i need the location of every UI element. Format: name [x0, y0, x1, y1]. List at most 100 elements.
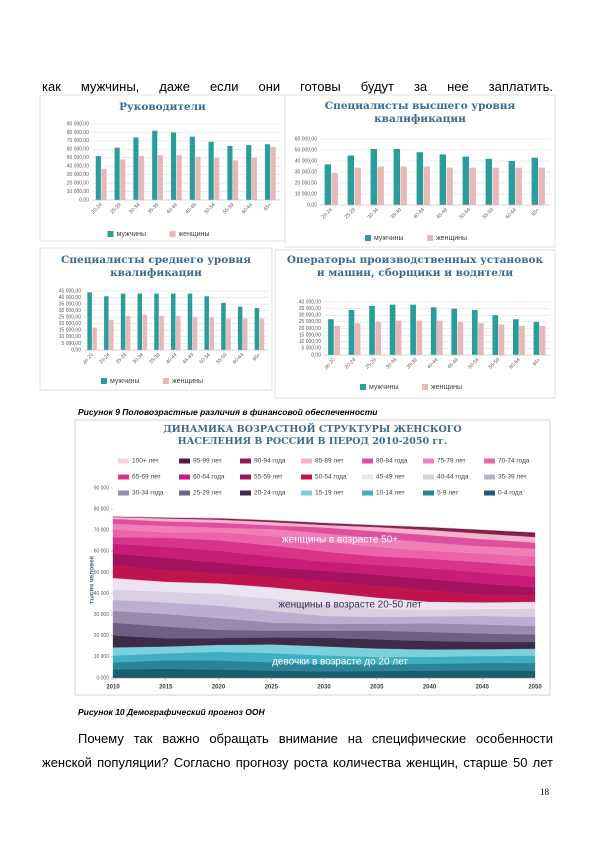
bar: [423, 166, 430, 205]
bar: [237, 306, 243, 350]
bar: [348, 309, 355, 355]
legend-label: мужчины: [117, 231, 147, 238]
bar: [513, 319, 519, 355]
legend-label: 35-39 лет: [498, 474, 527, 481]
bar: [221, 302, 226, 350]
legend-swatch: [362, 490, 373, 496]
bar: [226, 318, 231, 350]
x-tick-label: 65+: [252, 352, 262, 362]
annotation: женщины в возрасте 50+: [282, 535, 398, 546]
legend-label: 60-64 года: [193, 474, 225, 481]
legend-swatch: [240, 474, 251, 480]
y-tick-label: 40 000: [94, 591, 110, 597]
bar: [254, 308, 260, 350]
bar: [331, 173, 338, 205]
y-tick-label: 25 000,00: [59, 315, 81, 321]
page-number: 18: [540, 787, 549, 797]
y-tick-label: 0 000: [96, 675, 109, 681]
bar: [204, 296, 209, 350]
bar: [101, 168, 107, 200]
legend-swatch: [422, 384, 428, 390]
x-tick-label: 2050: [528, 685, 542, 691]
y-tick-label: 5 000,00: [62, 341, 82, 347]
bar: [227, 145, 233, 200]
paragraph: Почему так важно обращать внимание на сп…: [42, 731, 553, 770]
legend-swatch: [301, 490, 312, 496]
y-tick-label: 15 000,00: [59, 328, 81, 334]
y-tick-label: 30 000,00: [59, 308, 81, 314]
legend-label: мужчины: [110, 378, 140, 385]
legend-label: 70-74 года: [498, 458, 530, 465]
legend-swatch: [101, 378, 107, 384]
bar: [270, 146, 276, 200]
legend-swatch: [360, 384, 366, 390]
x-tick-label: 65+: [531, 207, 541, 217]
legend-label: 0-4 года: [498, 490, 523, 497]
bar: [430, 307, 437, 355]
bar: [334, 325, 340, 355]
x-tick-label: 2020: [212, 685, 226, 691]
bar: [114, 147, 120, 200]
bar: [539, 325, 546, 355]
bar: [242, 318, 248, 350]
bar: [347, 155, 354, 205]
y-tick-label: 30 000,00: [295, 169, 317, 175]
y-tick-label: 80 000,00: [67, 130, 89, 136]
bar: [233, 160, 239, 200]
bar: [395, 320, 402, 355]
legend-label: мужчины: [369, 384, 399, 391]
legend-swatch: [179, 474, 190, 480]
bar: [187, 293, 193, 350]
legend-label: 20-24 года: [254, 490, 286, 497]
y-tick-label: 10 000,00: [67, 189, 89, 195]
y-tick-label: 40 000,00: [299, 299, 321, 305]
x-tick-label: 65+: [263, 202, 273, 212]
legend-swatch: [484, 458, 495, 464]
legend-swatch: [240, 458, 251, 464]
legend-label: 50-54 года: [315, 474, 347, 481]
bar: [369, 305, 375, 355]
bar: [159, 315, 164, 350]
legend-label: 25-29 лет: [193, 490, 222, 497]
bar: [375, 321, 382, 355]
legend-swatch: [163, 378, 169, 384]
y-tick-label: 5 000,00: [302, 346, 322, 352]
y-tick-label: 0,00: [311, 352, 321, 358]
bar: [437, 320, 443, 355]
legend-swatch: [179, 458, 190, 464]
legend-label: мужчины: [374, 235, 404, 242]
bar: [354, 167, 361, 205]
y-tick-label: 50 000,00: [67, 155, 89, 161]
bar: [370, 148, 377, 205]
y-tick-label: 0,00: [79, 197, 89, 203]
bar: [389, 304, 396, 355]
bar: [170, 132, 177, 200]
bar: [170, 293, 176, 350]
bar: [478, 323, 484, 355]
bar: [492, 315, 499, 355]
y-tick-label: 60 000: [94, 549, 110, 555]
legend-label: 30-34 года: [132, 490, 164, 497]
bar: [176, 155, 182, 200]
legend-label: 80-84 года: [376, 458, 408, 465]
bar: [152, 130, 158, 200]
bar: [538, 167, 545, 205]
y-tick-label: 70 000,00: [67, 138, 89, 144]
bar: [508, 161, 515, 205]
bar: [157, 155, 163, 200]
y-tick-label: 0,00: [71, 347, 81, 353]
y-tick-label: 20 000,00: [67, 180, 89, 186]
legend-swatch: [240, 490, 251, 496]
bar: [189, 136, 195, 200]
legend-swatch: [362, 474, 373, 480]
x-tick-label: 65+: [532, 357, 542, 367]
bar: [416, 320, 423, 355]
chart-title: Операторы производственных установок и м…: [286, 254, 544, 279]
x-tick-label: 2015: [159, 685, 173, 691]
bar: [87, 292, 92, 350]
legend-label: 40-44 года: [437, 474, 469, 481]
bar: [515, 167, 522, 205]
y-tick-label: 50 000,00: [295, 147, 317, 153]
